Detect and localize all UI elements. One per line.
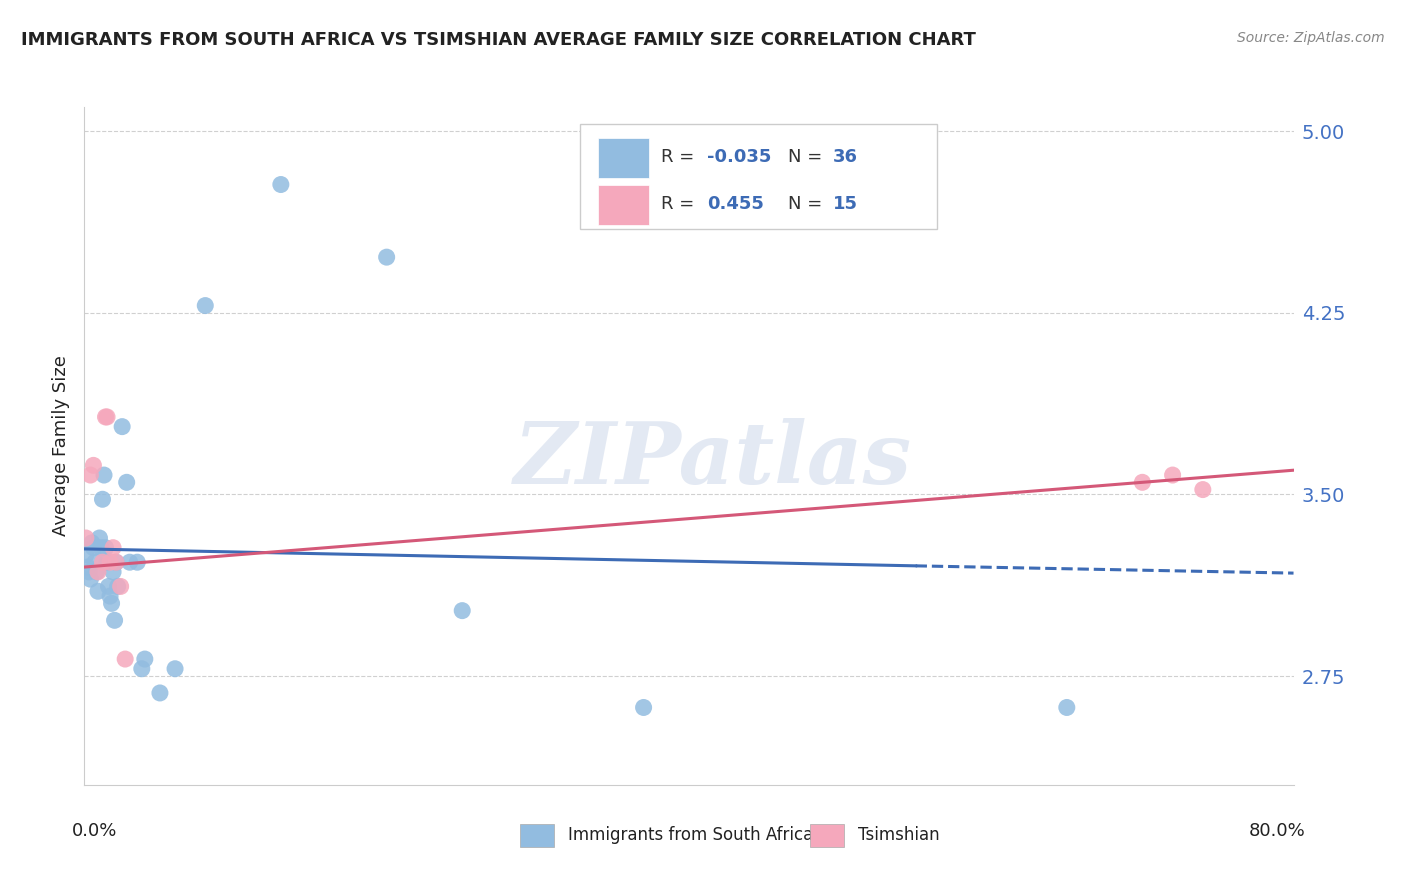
Text: Source: ZipAtlas.com: Source: ZipAtlas.com	[1237, 31, 1385, 45]
Point	[75, 531, 97, 545]
Point	[270, 178, 292, 192]
FancyBboxPatch shape	[581, 124, 936, 229]
Point	[1130, 475, 1153, 490]
Bar	[810, 823, 844, 847]
Point	[79, 572, 101, 586]
Point	[105, 555, 128, 569]
FancyBboxPatch shape	[599, 186, 650, 226]
Point	[77, 565, 100, 579]
Point	[149, 686, 172, 700]
Text: 80.0%: 80.0%	[1249, 822, 1306, 840]
Text: IMMIGRANTS FROM SOUTH AFRICA VS TSIMSHIAN AVERAGE FAMILY SIZE CORRELATION CHART: IMMIGRANTS FROM SOUTH AFRICA VS TSIMSHIA…	[21, 31, 976, 49]
Point	[82, 541, 104, 555]
Point	[1161, 468, 1184, 483]
Text: -0.035: -0.035	[707, 147, 772, 166]
Point	[375, 250, 398, 264]
FancyBboxPatch shape	[599, 138, 650, 178]
Point	[89, 531, 111, 545]
Point	[101, 565, 124, 579]
Point	[633, 700, 655, 714]
Point	[118, 555, 141, 569]
Point	[194, 299, 217, 313]
Point	[76, 560, 98, 574]
Point	[107, 579, 129, 593]
Point	[80, 536, 103, 550]
Point	[94, 541, 117, 555]
Point	[97, 579, 120, 593]
Y-axis label: Average Family Size: Average Family Size	[52, 356, 70, 536]
Point	[115, 475, 138, 490]
Point	[91, 492, 114, 507]
Text: N =: N =	[789, 147, 828, 166]
Text: Tsimshian: Tsimshian	[858, 826, 939, 844]
Point	[134, 652, 156, 666]
Point	[100, 596, 122, 610]
Point	[96, 555, 118, 569]
Point	[451, 604, 474, 618]
Text: R =: R =	[661, 194, 706, 213]
Point	[1056, 700, 1078, 714]
Point	[93, 468, 115, 483]
Text: 36: 36	[832, 147, 858, 166]
Point	[90, 541, 112, 555]
Text: ZIPatlas: ZIPatlas	[515, 417, 912, 501]
Text: Immigrants from South Africa: Immigrants from South Africa	[568, 826, 813, 844]
Text: 0.455: 0.455	[707, 194, 763, 213]
Point	[91, 555, 114, 569]
Point	[96, 409, 118, 424]
Point	[101, 541, 124, 555]
Point	[1192, 483, 1215, 497]
Text: 15: 15	[832, 194, 858, 213]
Point	[94, 409, 117, 424]
Point	[98, 589, 121, 603]
Text: R =: R =	[661, 147, 700, 166]
Point	[87, 584, 110, 599]
Point	[110, 579, 132, 593]
Point	[165, 662, 187, 676]
Point	[86, 565, 108, 579]
Text: N =: N =	[789, 194, 828, 213]
Point	[114, 652, 136, 666]
Point	[105, 555, 128, 569]
Point	[111, 419, 134, 434]
Point	[79, 468, 101, 483]
Point	[104, 613, 127, 627]
Point	[87, 565, 110, 579]
Text: 0.0%: 0.0%	[72, 822, 118, 840]
Point	[84, 555, 107, 569]
Point	[127, 555, 149, 569]
Point	[82, 458, 104, 473]
Point	[75, 548, 97, 562]
Point	[131, 662, 153, 676]
Bar	[520, 823, 554, 847]
Point	[98, 555, 121, 569]
